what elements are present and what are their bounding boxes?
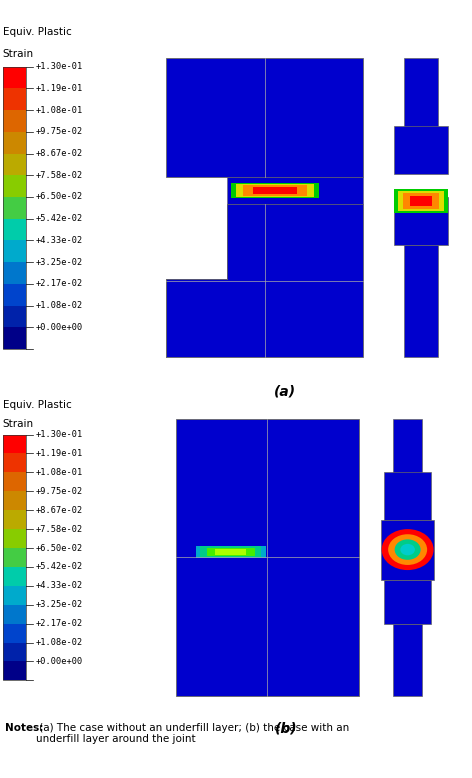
Bar <box>404 193 438 209</box>
Text: +1.19e-01: +1.19e-01 <box>36 84 83 93</box>
Bar <box>207 548 255 556</box>
Text: Equiv. Plastic: Equiv. Plastic <box>3 400 71 410</box>
Text: +4.33e-02: +4.33e-02 <box>36 581 83 591</box>
Bar <box>3 567 26 586</box>
Bar <box>3 132 26 153</box>
Text: +1.08e-02: +1.08e-02 <box>36 301 83 310</box>
Text: +1.19e-01: +1.19e-01 <box>36 449 83 458</box>
Bar <box>3 262 26 284</box>
Bar <box>196 545 266 558</box>
Bar <box>3 548 26 567</box>
Bar <box>166 58 363 177</box>
Text: +1.08e-01: +1.08e-01 <box>36 106 83 114</box>
Ellipse shape <box>388 534 427 565</box>
Bar <box>3 284 26 306</box>
Bar <box>3 492 26 510</box>
Bar <box>404 58 438 129</box>
Text: +6.50e-02: +6.50e-02 <box>36 544 83 552</box>
Bar <box>394 624 422 696</box>
Bar <box>253 187 297 194</box>
Bar <box>176 419 359 696</box>
Text: +9.75e-02: +9.75e-02 <box>36 128 83 136</box>
Text: Equiv. Plastic: Equiv. Plastic <box>3 27 71 37</box>
Bar <box>384 580 431 624</box>
Text: +7.58e-02: +7.58e-02 <box>36 171 83 180</box>
Bar <box>3 529 26 548</box>
Text: +1.30e-01: +1.30e-01 <box>36 62 83 72</box>
Text: +3.25e-02: +3.25e-02 <box>36 258 83 267</box>
Bar <box>228 177 363 205</box>
Bar <box>3 586 26 605</box>
Text: +2.17e-02: +2.17e-02 <box>36 279 83 289</box>
Bar <box>166 205 228 279</box>
Bar <box>404 245 438 357</box>
Text: +4.33e-02: +4.33e-02 <box>36 236 83 245</box>
Text: +0.00e+00: +0.00e+00 <box>36 657 83 666</box>
Bar <box>3 643 26 661</box>
Bar <box>381 520 434 580</box>
Bar <box>394 189 448 212</box>
Text: +9.75e-02: +9.75e-02 <box>36 487 83 496</box>
Bar <box>3 219 26 240</box>
Ellipse shape <box>382 529 434 570</box>
Bar <box>3 454 26 472</box>
Bar <box>3 175 26 197</box>
Text: +5.42e-02: +5.42e-02 <box>36 214 83 223</box>
Text: +1.08e-02: +1.08e-02 <box>36 638 83 647</box>
Bar <box>3 67 26 349</box>
Bar <box>3 435 26 454</box>
Text: Notes:: Notes: <box>5 723 43 733</box>
Bar <box>3 240 26 262</box>
Text: Strain: Strain <box>3 49 34 58</box>
Bar <box>3 153 26 175</box>
Text: +7.58e-02: +7.58e-02 <box>36 524 83 534</box>
Bar <box>3 624 26 643</box>
Text: Strain: Strain <box>3 419 34 429</box>
Text: (a) The case without an underfill layer; (b) the case with an
underfill layer ar: (a) The case without an underfill layer;… <box>36 723 349 745</box>
Bar <box>200 546 261 557</box>
Text: +8.67e-02: +8.67e-02 <box>36 506 83 515</box>
Text: +5.42e-02: +5.42e-02 <box>36 562 83 571</box>
Bar <box>243 185 307 196</box>
Bar <box>3 510 26 529</box>
Bar <box>398 191 444 211</box>
Text: +8.67e-02: +8.67e-02 <box>36 149 83 158</box>
Bar <box>215 549 246 555</box>
Bar <box>236 184 314 197</box>
Text: (a): (a) <box>274 384 296 398</box>
Bar <box>394 419 422 475</box>
Ellipse shape <box>400 544 415 555</box>
Ellipse shape <box>395 539 421 560</box>
Bar <box>3 605 26 624</box>
Bar <box>394 198 448 245</box>
Text: +3.25e-02: +3.25e-02 <box>36 601 83 609</box>
Bar <box>3 306 26 328</box>
Bar <box>410 196 432 205</box>
Bar <box>231 183 319 198</box>
Text: +1.30e-01: +1.30e-01 <box>36 430 83 439</box>
Text: (b): (b) <box>275 721 298 735</box>
Bar <box>3 435 26 680</box>
Bar <box>3 89 26 110</box>
Bar <box>3 110 26 132</box>
Bar <box>3 67 26 89</box>
Text: +2.17e-02: +2.17e-02 <box>36 619 83 628</box>
Bar <box>394 126 448 173</box>
Bar <box>3 472 26 492</box>
Bar <box>166 204 363 357</box>
Bar <box>3 661 26 680</box>
Text: +1.08e-01: +1.08e-01 <box>36 468 83 477</box>
Text: +0.00e+00: +0.00e+00 <box>36 323 83 331</box>
Bar <box>3 328 26 349</box>
Text: +6.50e-02: +6.50e-02 <box>36 192 83 202</box>
Bar <box>3 197 26 219</box>
Bar <box>384 472 431 520</box>
